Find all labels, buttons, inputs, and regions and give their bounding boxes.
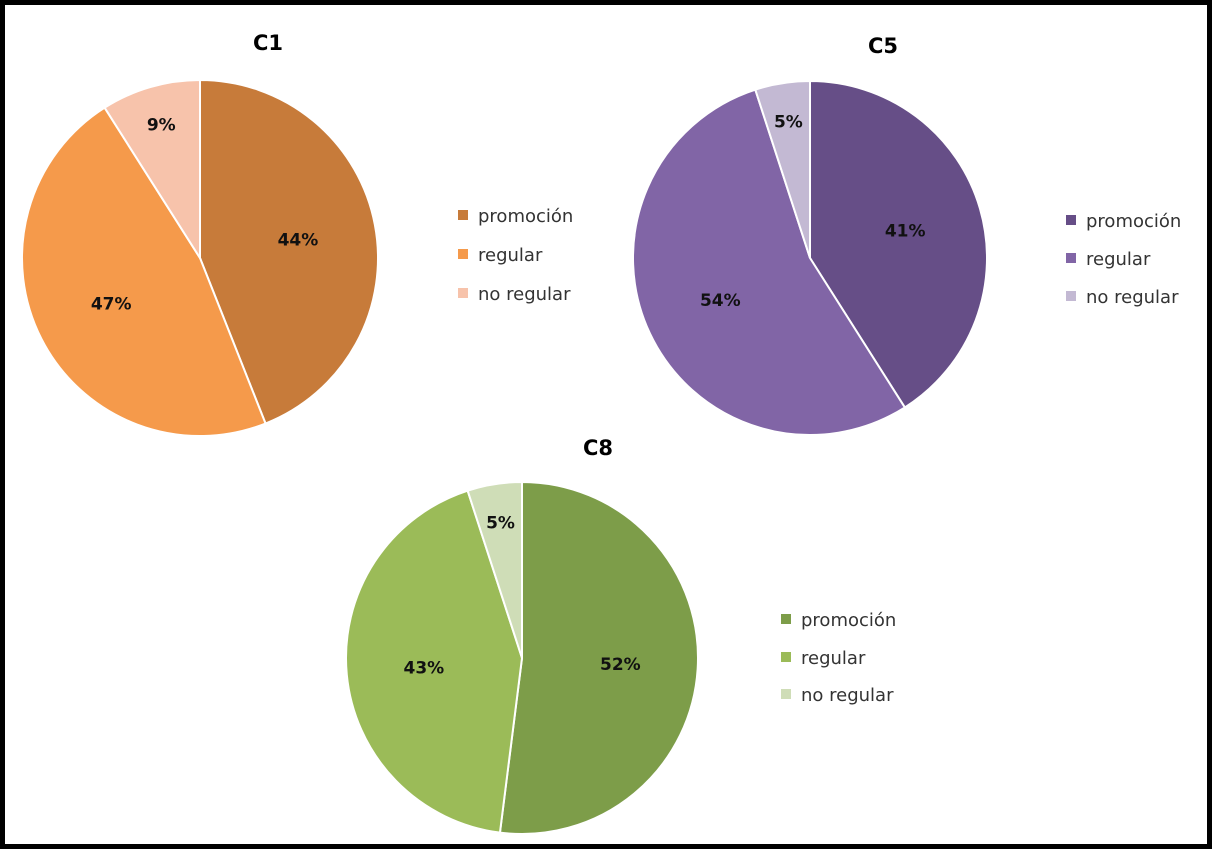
slice-label-promocion: 44% <box>278 230 319 250</box>
pie-chart-c8: C8 52% 43% 5% promoción regular no regular <box>345 436 896 835</box>
pie-chart-c5: C5 41% 54% 5% promoción regular no regular <box>632 34 1181 436</box>
legend-label-no-regular: no regular <box>801 685 894 706</box>
slice-label-regular: 54% <box>700 291 741 311</box>
pie-slice-promocion <box>809 79 988 409</box>
pie-slice-promocion <box>498 480 699 835</box>
pie-slice-no-regular <box>103 78 201 262</box>
legend-label-promocion: promoción <box>801 610 896 631</box>
legend-swatch-promocion <box>458 210 468 220</box>
pie: 52% 43% 5% <box>345 480 699 835</box>
chart-title: C5 <box>868 34 898 58</box>
slice-label-promocion: 52% <box>600 655 641 675</box>
legend-swatch-no-regular <box>458 288 468 298</box>
legend-swatch-no-regular <box>781 689 791 699</box>
legend-label-promocion: promoción <box>478 206 573 227</box>
slice-label-no-regular: 5% <box>486 513 515 533</box>
pie: 44% 47% 9% <box>21 78 379 437</box>
pie-slice-promocion <box>199 78 379 425</box>
pie-slice-regular <box>632 88 907 436</box>
legend: promoción regular no regular <box>1066 211 1181 308</box>
pie-slice-no-regular <box>466 480 523 659</box>
legend-label-no-regular: no regular <box>478 284 571 305</box>
pie-chart-c1: C1 44% 47% 9% promoción regular no regular <box>21 31 573 437</box>
legend-swatch-regular <box>458 249 468 259</box>
legend-swatch-regular <box>781 652 791 662</box>
pie-slice-regular <box>21 106 267 437</box>
legend-label-no-regular: no regular <box>1086 287 1179 308</box>
slice-label-regular: 43% <box>404 658 445 678</box>
legend-swatch-promocion <box>781 614 791 624</box>
pie-slice-regular <box>345 489 524 834</box>
slice-label-promocion: 41% <box>885 221 926 241</box>
legend-label-promocion: promoción <box>1086 211 1181 232</box>
legend-swatch-promocion <box>1066 215 1076 225</box>
legend: promoción regular no regular <box>458 206 573 305</box>
pie-slice-no-regular <box>754 79 811 259</box>
legend-label-regular: regular <box>801 648 866 669</box>
slice-label-no-regular: 9% <box>147 116 176 136</box>
legend-swatch-regular <box>1066 253 1076 263</box>
legend: promoción regular no regular <box>781 610 896 706</box>
legend-label-regular: regular <box>478 245 543 266</box>
legend-label-regular: regular <box>1086 249 1151 270</box>
chart-title: C1 <box>253 31 283 55</box>
chart-title: C8 <box>583 436 613 460</box>
legend-swatch-no-regular <box>1066 291 1076 301</box>
pie: 41% 54% 5% <box>632 79 988 436</box>
slice-label-no-regular: 5% <box>774 113 803 133</box>
slice-label-regular: 47% <box>91 294 132 314</box>
